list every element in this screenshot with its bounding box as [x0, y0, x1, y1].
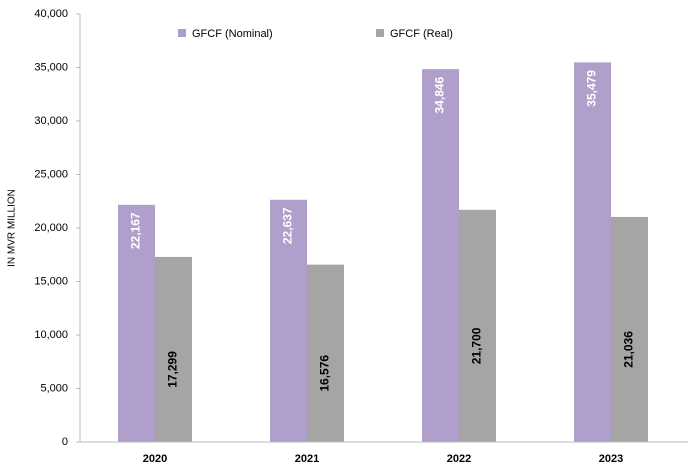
legend-swatch: [376, 29, 384, 37]
legend-swatch: [178, 29, 186, 37]
data-label: 22,637: [281, 207, 295, 244]
bar: [459, 209, 496, 442]
y-tick-label: 20,000: [34, 222, 68, 234]
bar: [422, 69, 459, 442]
y-tick-label: 35,000: [34, 61, 68, 73]
y-tick-label: 25,000: [34, 168, 68, 180]
y-tick-label: 40,000: [34, 8, 68, 20]
x-tick-label: 2023: [599, 453, 623, 465]
y-tick-label: 15,000: [34, 275, 68, 287]
bar: [611, 216, 648, 442]
x-tick-label: 2021: [295, 453, 319, 465]
data-label: 16,576: [318, 355, 332, 392]
y-tick-label: 5,000: [40, 382, 68, 394]
data-label: 34,846: [433, 76, 447, 113]
x-tick-label: 2022: [447, 453, 471, 465]
data-label: 21,036: [622, 331, 636, 368]
data-label: 35,479: [585, 70, 599, 107]
y-axis-label: IN MVR MILLION: [7, 189, 18, 267]
y-tick-label: 30,000: [34, 115, 68, 127]
y-tick-label: 10,000: [34, 329, 68, 341]
x-tick-label: 2020: [143, 453, 167, 465]
bar: [118, 204, 155, 442]
legend-label: GFCF (Real): [390, 28, 453, 40]
legend-label: GFCF (Nominal): [192, 28, 273, 40]
bar: [270, 199, 307, 442]
bar: [574, 62, 611, 443]
y-tick-label: 0: [62, 436, 68, 448]
data-label: 21,700: [470, 327, 484, 364]
data-label: 22,167: [129, 212, 143, 249]
data-label: 17,299: [166, 351, 180, 388]
bar: [307, 264, 344, 442]
bar: [155, 256, 192, 442]
